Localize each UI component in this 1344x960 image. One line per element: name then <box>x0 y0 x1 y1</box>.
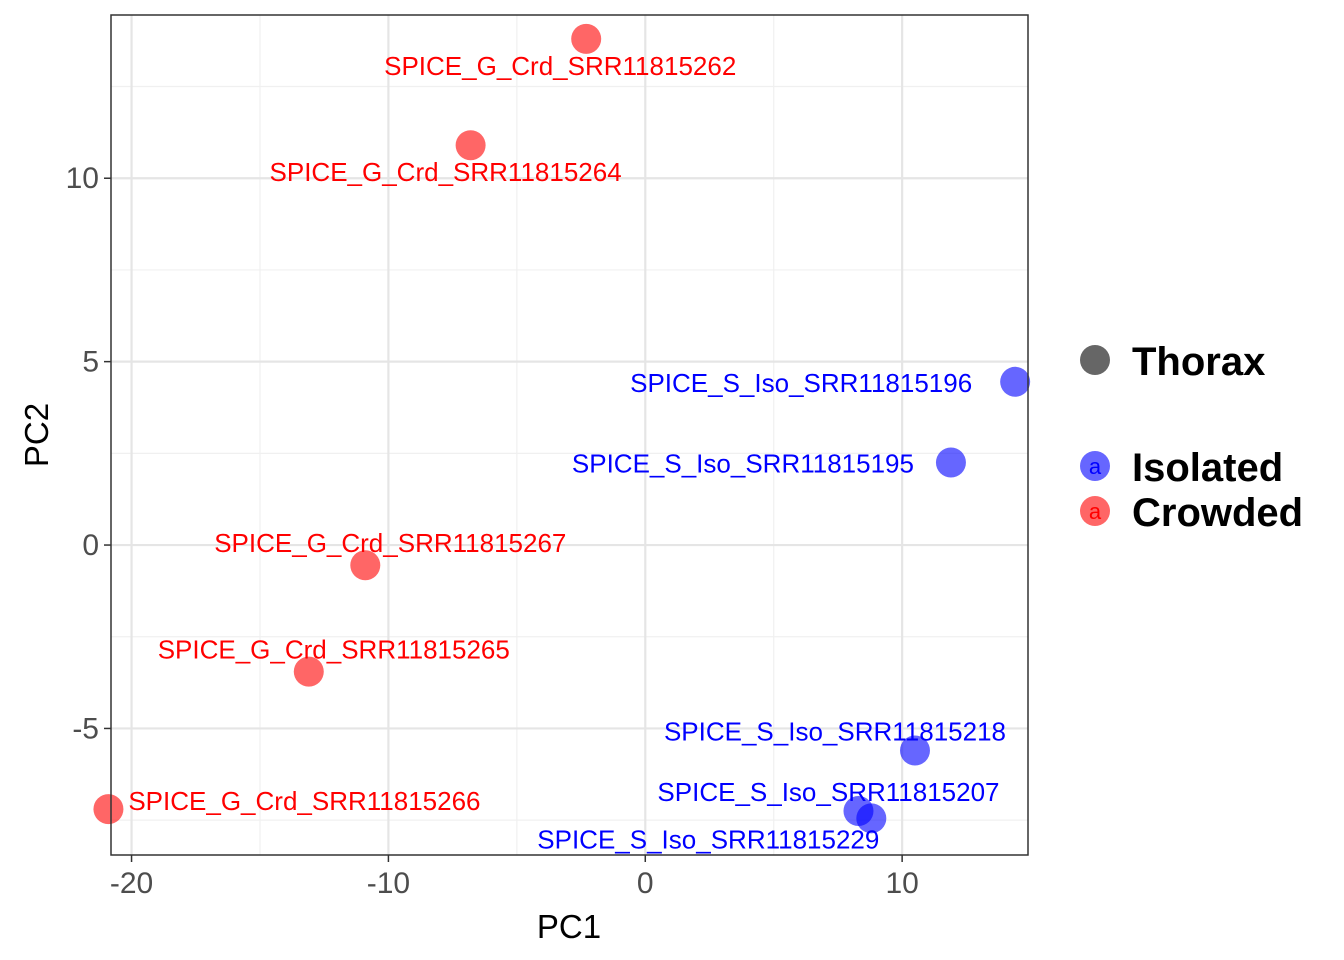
y-tick-label: -5 <box>72 712 99 745</box>
data-point-label: SPICE_S_Iso_SRR11815207 <box>657 777 999 807</box>
data-point-crowded <box>455 130 486 161</box>
data-point-crowded <box>93 794 124 825</box>
data-point-isolated <box>935 447 966 478</box>
data-point-labels: SPICE_G_Crd_SRR11815262 SPICE_G_Crd_SRR11… <box>128 51 1006 854</box>
data-point-crowded <box>571 23 602 54</box>
data-point-label: SPICE_G_Crd_SRR11815262 <box>384 51 736 81</box>
legend-key-isolated-glyph: a <box>1089 454 1102 479</box>
x-tick-label: -10 <box>367 867 410 900</box>
legend-key-crowded <box>1080 496 1110 526</box>
panel-border <box>110 14 1029 856</box>
legend-label-crowded: Crowded <box>1132 491 1303 535</box>
data-point-crowded <box>350 550 381 581</box>
x-axis-ticks: -20 -10 0 10 <box>110 855 919 900</box>
data-point-label: SPICE_S_Iso_SRR11815229 <box>537 824 879 854</box>
legend: Thorax a Isolated a Crowded <box>1080 340 1303 535</box>
y-tick-label: 10 <box>66 162 99 195</box>
data-point-label: SPICE_S_Iso_SRR11815218 <box>664 716 1006 746</box>
data-points <box>93 23 1031 834</box>
legend-key-crowded-glyph: a <box>1089 499 1102 524</box>
major-gridlines <box>111 15 1028 855</box>
x-tick-label: 10 <box>885 867 918 900</box>
data-point-label: SPICE_G_Crd_SRR11815267 <box>214 528 566 558</box>
data-point-isolated <box>1000 366 1031 397</box>
data-point-label: SPICE_G_Crd_SRR11815265 <box>158 635 510 665</box>
data-point-label: SPICE_G_Crd_SRR11815264 <box>270 157 622 187</box>
data-point-isolated <box>856 803 887 834</box>
y-tick-label: 0 <box>82 529 99 562</box>
x-axis-title: PC1 <box>537 908 601 945</box>
legend-shape-title: Thorax <box>1132 340 1265 384</box>
data-point-label: SPICE_G_Crd_SRR11815266 <box>128 786 480 816</box>
legend-shape-key <box>1080 345 1110 375</box>
minor-gridlines <box>111 15 1028 855</box>
y-axis-title: PC2 <box>18 403 55 467</box>
data-point-label: SPICE_S_Iso_SRR11815195 <box>572 449 914 479</box>
legend-key-isolated <box>1080 451 1110 481</box>
data-point-isolated <box>899 735 930 766</box>
data-point-label: SPICE_S_Iso_SRR11815196 <box>630 368 972 398</box>
data-point-crowded <box>293 656 324 687</box>
y-axis-ticks: -5 0 5 10 <box>66 162 111 745</box>
x-tick-label: 0 <box>637 867 654 900</box>
x-tick-label: -20 <box>110 867 153 900</box>
legend-label-isolated: Isolated <box>1132 446 1283 490</box>
y-tick-label: 5 <box>82 346 99 379</box>
